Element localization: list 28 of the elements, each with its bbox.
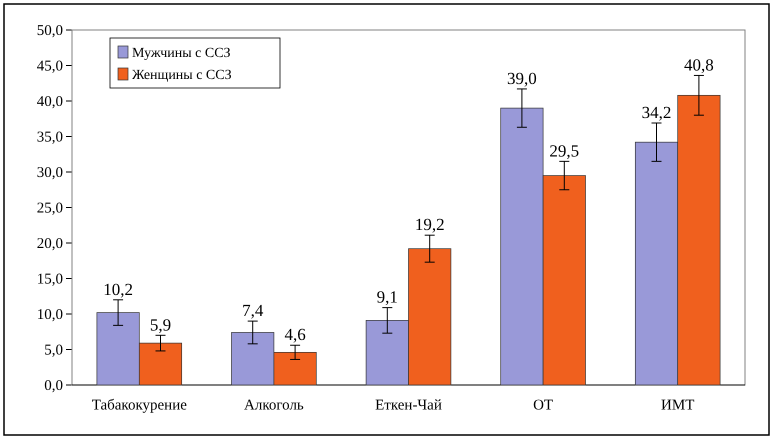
y-tick-label: 40,0 [36,94,63,110]
y-tick-label: 10,0 [36,306,63,323]
data-label: 9,1 [376,288,398,307]
x-tick-label: ИМТ [661,398,694,414]
legend-label: Женщины с ССЗ [132,68,232,83]
data-label: 39,0 [507,68,537,88]
data-label: 4,6 [284,325,306,344]
y-tick-label: 45,0 [36,58,63,74]
x-tick-label: Табакокурение [92,398,188,414]
y-tick-label: 50,0 [36,22,63,39]
y-tick-label: 20,0 [36,236,63,252]
y-tick-label: 25,0 [36,200,63,216]
y-tick-label: 35,0 [36,129,63,146]
x-tick-label: Еткен-Чай [375,398,442,414]
data-label: 5,9 [150,315,172,334]
x-tick-label: Алкоголь [244,398,304,414]
legend-label: Мужчины с ССЗ [132,46,231,61]
y-tick-label: 30,0 [36,164,63,181]
data-label: 29,5 [549,141,580,160]
y-tick-label: 0,0 [44,378,63,394]
data-label: 34,2 [642,103,672,122]
data-label: 40,8 [684,55,714,74]
y-tick-label: 15,0 [36,271,63,288]
x-tick-label: ОТ [533,398,554,414]
data-label: 19,2 [414,215,445,234]
y-tick-label: 5,0 [44,342,63,358]
data-label: 10,2 [103,280,133,299]
data-label: 7,4 [242,301,264,320]
